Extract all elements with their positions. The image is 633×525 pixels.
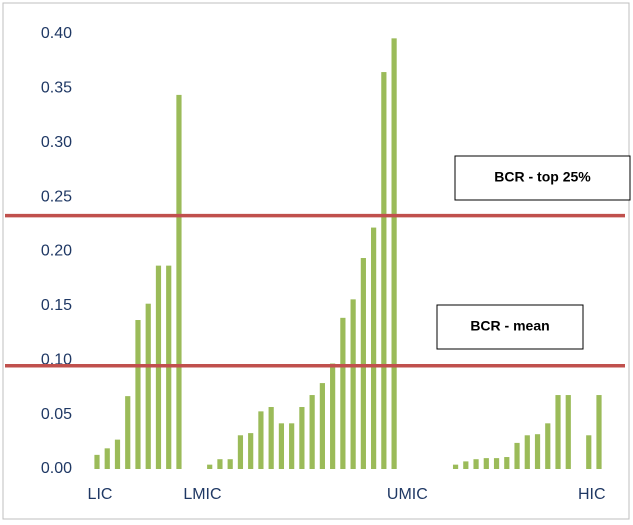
y-tick-label: 0.00	[41, 460, 72, 477]
bar	[258, 411, 264, 469]
annotation: BCR - top 25%	[494, 169, 591, 185]
bar	[555, 395, 561, 469]
bar	[545, 423, 551, 469]
bar	[514, 442, 520, 469]
bar	[452, 464, 459, 469]
bar	[309, 395, 315, 469]
bar	[565, 395, 571, 469]
bar	[381, 72, 387, 469]
bar	[207, 464, 213, 469]
bar	[360, 258, 366, 469]
bar	[473, 459, 479, 469]
y-tick-label: 0.20	[41, 243, 72, 260]
y-tick-label: 0.25	[41, 188, 72, 205]
x-tick-label: LIC	[88, 486, 113, 503]
y-tick-label: 0.35	[41, 80, 72, 97]
bar	[289, 423, 295, 469]
bar	[237, 435, 244, 469]
bar	[493, 458, 500, 469]
bar	[391, 38, 397, 469]
bar	[94, 454, 100, 469]
bar	[248, 433, 254, 469]
bar	[463, 461, 469, 469]
bar	[524, 435, 530, 469]
annotation: BCR - mean	[470, 318, 549, 334]
annotation-box	[436, 304, 584, 350]
bar	[176, 94, 182, 470]
bar	[330, 363, 336, 469]
x-tick-label: HIC	[578, 486, 606, 503]
bar	[125, 396, 131, 469]
bar	[104, 448, 110, 469]
bar	[371, 227, 377, 469]
bar	[340, 317, 346, 469]
bar	[114, 439, 121, 469]
x-tick-label: LMIC	[183, 486, 221, 503]
bar	[145, 303, 151, 469]
chart-border	[2, 2, 630, 520]
y-tick-label: 0.40	[41, 25, 72, 42]
bar	[299, 407, 305, 469]
bar	[586, 435, 592, 469]
bar	[217, 459, 223, 469]
bar	[268, 407, 274, 469]
bar	[135, 320, 141, 469]
bar	[483, 458, 489, 469]
bar	[534, 434, 541, 469]
bar	[596, 395, 602, 469]
y-tick-label: 0.15	[41, 297, 72, 314]
annotation-box	[454, 155, 631, 201]
y-tick-label: 0.05	[41, 406, 72, 423]
bar	[278, 423, 285, 469]
bar	[227, 459, 233, 469]
bar	[350, 299, 356, 469]
x-tick-label: UMIC	[387, 486, 428, 503]
bar	[319, 383, 325, 469]
y-tick-label: 0.30	[41, 134, 72, 151]
bar	[504, 457, 510, 469]
